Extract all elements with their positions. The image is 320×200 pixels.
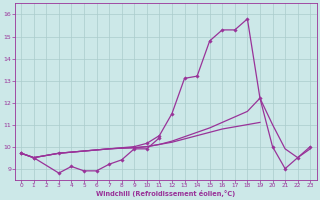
- X-axis label: Windchill (Refroidissement éolien,°C): Windchill (Refroidissement éolien,°C): [96, 190, 235, 197]
